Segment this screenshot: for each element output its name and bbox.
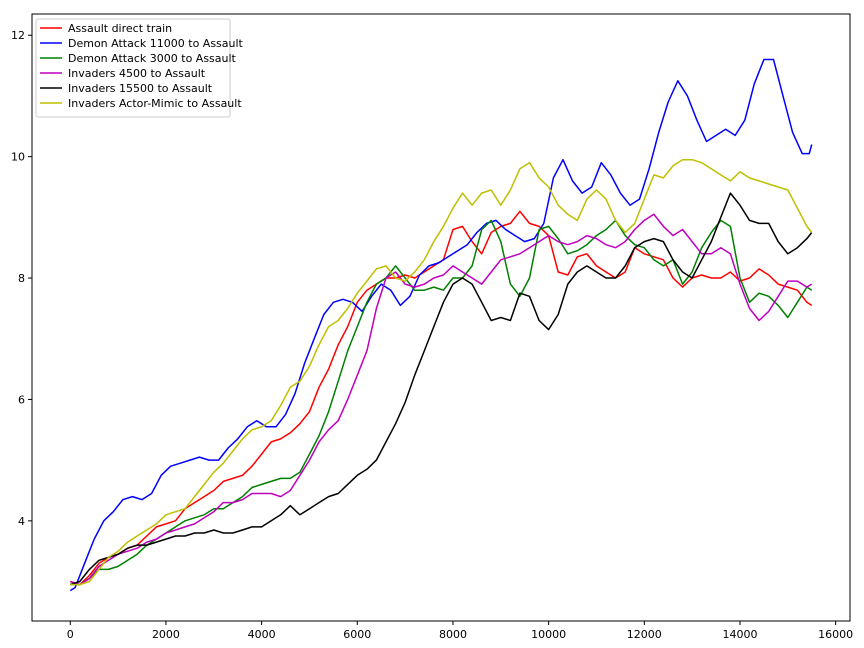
legend-entry: Invaders Actor-Mimic to Assault [68, 97, 242, 110]
legend-entry: Invaders 15500 to Assault [68, 82, 213, 95]
legend-entry: Demon Attack 11000 to Assault [68, 37, 244, 50]
x-tick-label: 16000 [818, 628, 853, 641]
y-axis: 4 6 8 10 12 [11, 29, 32, 528]
x-tick-label: 8000 [439, 628, 467, 641]
y-tick-label: 4 [18, 515, 25, 528]
x-tick-label: 4000 [248, 628, 276, 641]
y-tick-label: 6 [18, 393, 25, 406]
y-tick-label: 10 [11, 151, 25, 164]
series-line-5 [70, 158, 813, 586]
legend-entry: Assault direct train [68, 22, 172, 35]
legend-entry: Demon Attack 3000 to Assault [68, 52, 237, 65]
series-line-4 [70, 192, 813, 586]
x-tick-label: 14000 [722, 628, 757, 641]
series-line-3 [70, 213, 813, 586]
y-tick-label: 8 [18, 272, 25, 285]
x-tick-label: 0 [67, 628, 74, 641]
series-layer [69, 58, 813, 592]
y-tick-label: 12 [11, 29, 25, 42]
legend: Assault direct train Demon Attack 11000 t… [35, 18, 244, 118]
series-line-1 [69, 58, 813, 592]
x-tick-label: 6000 [343, 628, 371, 641]
plot-frame [31, 13, 851, 622]
series-line-2 [70, 219, 813, 586]
x-tick-label: 12000 [627, 628, 662, 641]
legend-box [35, 18, 231, 118]
x-tick-label: 2000 [152, 628, 180, 641]
x-tick-label: 10000 [531, 628, 566, 641]
legend-entry: Invaders 4500 to Assault [68, 67, 206, 80]
x-axis: 0 2000 4000 6000 8000 10000 12000 14000 16000 [67, 621, 853, 641]
